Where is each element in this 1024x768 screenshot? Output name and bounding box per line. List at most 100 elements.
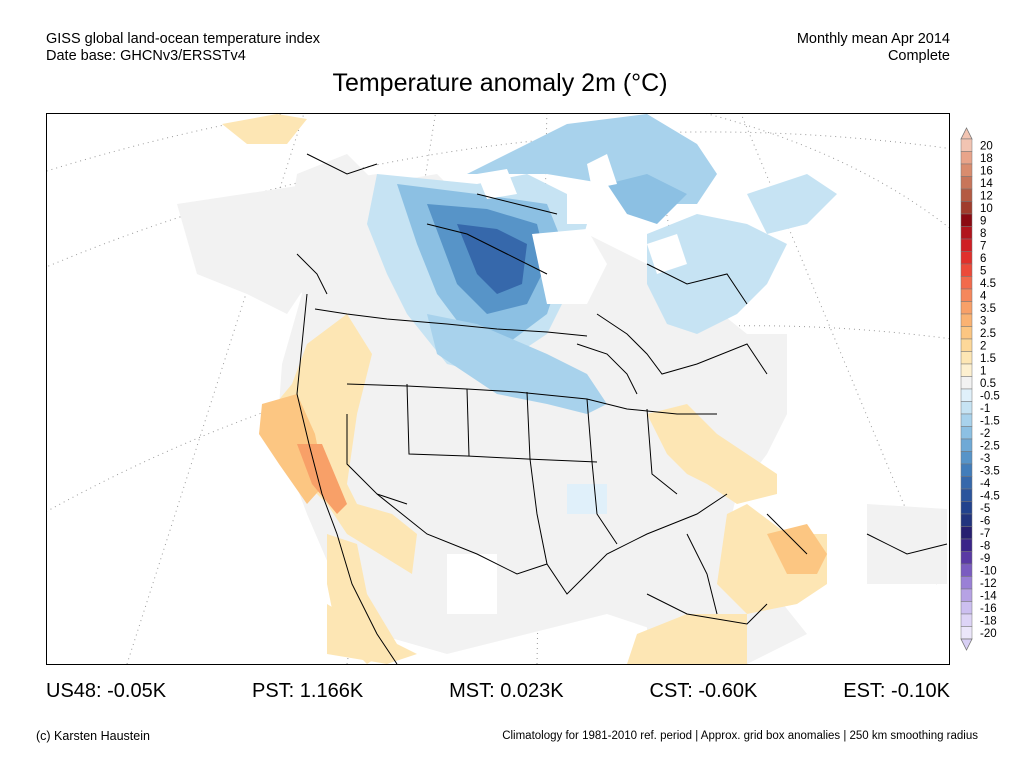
colorbar-tick-label: 0.5 [980,378,996,390]
colorbar-cap-bottom [960,638,973,651]
stat-mst: MST: 0.023K [449,680,564,702]
colorbar-tick-label: -2 [980,428,990,440]
colorbar-tick-label: 2 [980,340,986,352]
colorbar-swatch [960,601,973,615]
colorbar-tick-label: 4 [980,290,987,302]
colorbar-swatch [960,476,973,490]
colorbar-swatch [960,213,973,227]
colorbar-swatch [960,176,973,190]
colorbar-tick-label: 10 [980,203,993,215]
colorbar-tick-label: 12 [980,190,993,202]
colorbar-tick-label: 16 [980,165,993,177]
colorbar-tick-label: -5 [980,503,990,515]
colorbar-tick-label: 1 [980,365,986,377]
colorbar-swatch [960,563,973,577]
colorbar-tick-label: -4 [980,478,991,490]
credit: (c) Karsten Haustein [36,729,150,743]
anomaly-map [46,113,950,665]
colorbar-swatch [960,401,973,415]
colorbar-swatch [960,201,973,215]
colorbar-tick-label: -9 [980,553,990,565]
dataset-name: GISS global land-ocean temperature index [46,31,321,47]
colorbar-swatch [960,438,973,452]
colorbar-tick-label: 8 [980,228,986,240]
colorbar-tick-label: 9 [980,215,986,227]
colorbar-swatch [960,351,973,365]
regional-stats: US48: -0.05K PST: 1.166K MST: 0.023K CST… [46,680,950,703]
colorbar-swatch [960,388,973,402]
colorbar-tick-label: 3.5 [980,303,996,315]
colorbar-swatch [960,538,973,552]
colorbar-tick-label: -7 [980,528,990,540]
colorbar-swatch [960,301,973,315]
colorbar-swatch [960,326,973,340]
cold-anomalies [367,114,837,514]
colorbar-tick-label: -3.5 [980,465,1000,477]
colorbar-swatch [960,151,973,165]
warm-anomalies [222,114,827,664]
colorbar-tick-label: -4.5 [980,490,1000,502]
color-legend: 20 18 16 14 12 10 9 8 7 6 5 4.5 4 3.5 3 2.5 2 1.5 1 0.5 -0.5… [955,127,1024,652]
colorbar-swatch [960,288,973,302]
colorbar-swatch [960,426,973,440]
colorbar-swatch [960,251,973,265]
colorbar-swatch [960,338,973,352]
colorbar-svg: 201816141210987654.543.532.521.510.5-0.5… [960,127,1000,651]
colorbar-tick-label: 20 [980,140,993,152]
colorbar-tick-label: -1 [980,403,990,415]
dataset-base: Date base: GHCNv3/ERSSTv4 [46,48,246,64]
colorbar-swatch [960,488,973,502]
colorbar-tick-label: 5 [980,265,986,277]
colorbar-swatch [960,513,973,527]
colorbar-swatch [960,226,973,240]
colorbar-swatch [960,626,973,640]
colorbar-tick-label: -16 [980,603,997,615]
stat-pst: PST: 1.166K [251,680,364,702]
colorbar-swatch [960,501,973,515]
colorbar-swatch [960,451,973,465]
colorbar-tick-label: 2.5 [980,328,996,340]
colorbar-swatch [960,576,973,590]
colorbar-swatch [960,413,973,427]
stat-us48: US48: -0.05K [46,680,167,702]
colorbar-cap-top [960,127,973,140]
colorbar-swatch [960,613,973,627]
colorbar-swatch [960,526,973,540]
colorbar-tick-label: 1.5 [980,353,996,365]
period-info: Monthly mean Apr 2014 Complete [797,31,950,65]
colorbar-tick-label: -8 [980,540,990,552]
colorbar-tick-label: -20 [980,628,997,640]
missing-data-boxes [447,154,687,614]
colorbar-tick-label: -2.5 [980,440,1000,452]
colorbar-swatch [960,588,973,602]
colorbar-tick-label: -12 [980,578,997,590]
colorbar-tick-label: -0.5 [980,390,1000,402]
colorbar-tick-label: -6 [980,515,990,527]
colorbar-swatch [960,551,973,565]
colorbar-swatch [960,188,973,202]
colorbar-swatch [960,313,973,327]
stat-cst: CST: -0.60K [649,680,758,702]
colorbar-swatch [960,238,973,252]
borders [296,153,948,664]
dataset-info: GISS global land-ocean temperature index… [46,31,320,65]
methodology-note: Climatology for 1981-2010 ref. period | … [502,730,978,742]
colorbar-tick-label: -1.5 [980,415,1000,427]
map-title: Temperature anomaly 2m (°C) [332,69,668,97]
colorbar-swatch [960,376,973,390]
colorbar-tick-label: -3 [980,453,990,465]
colorbar-tick-label: 18 [980,153,993,165]
colorbar-swatch [960,138,973,152]
colorbar-swatch [960,163,973,177]
completeness-label: Complete [887,48,950,64]
colorbar-swatch [960,276,973,290]
colorbar-tick-label: -14 [980,590,997,602]
colorbar-tick-label: 7 [980,240,986,252]
map-svg [47,114,949,664]
period-label: Monthly mean Apr 2014 [796,31,950,47]
colorbar-tick-label: -10 [980,565,997,577]
colorbar-tick-label: 6 [980,253,986,265]
colorbar-swatch [960,463,973,477]
colorbar-tick-label: 3 [980,315,986,327]
colorbar-swatch [960,363,973,377]
